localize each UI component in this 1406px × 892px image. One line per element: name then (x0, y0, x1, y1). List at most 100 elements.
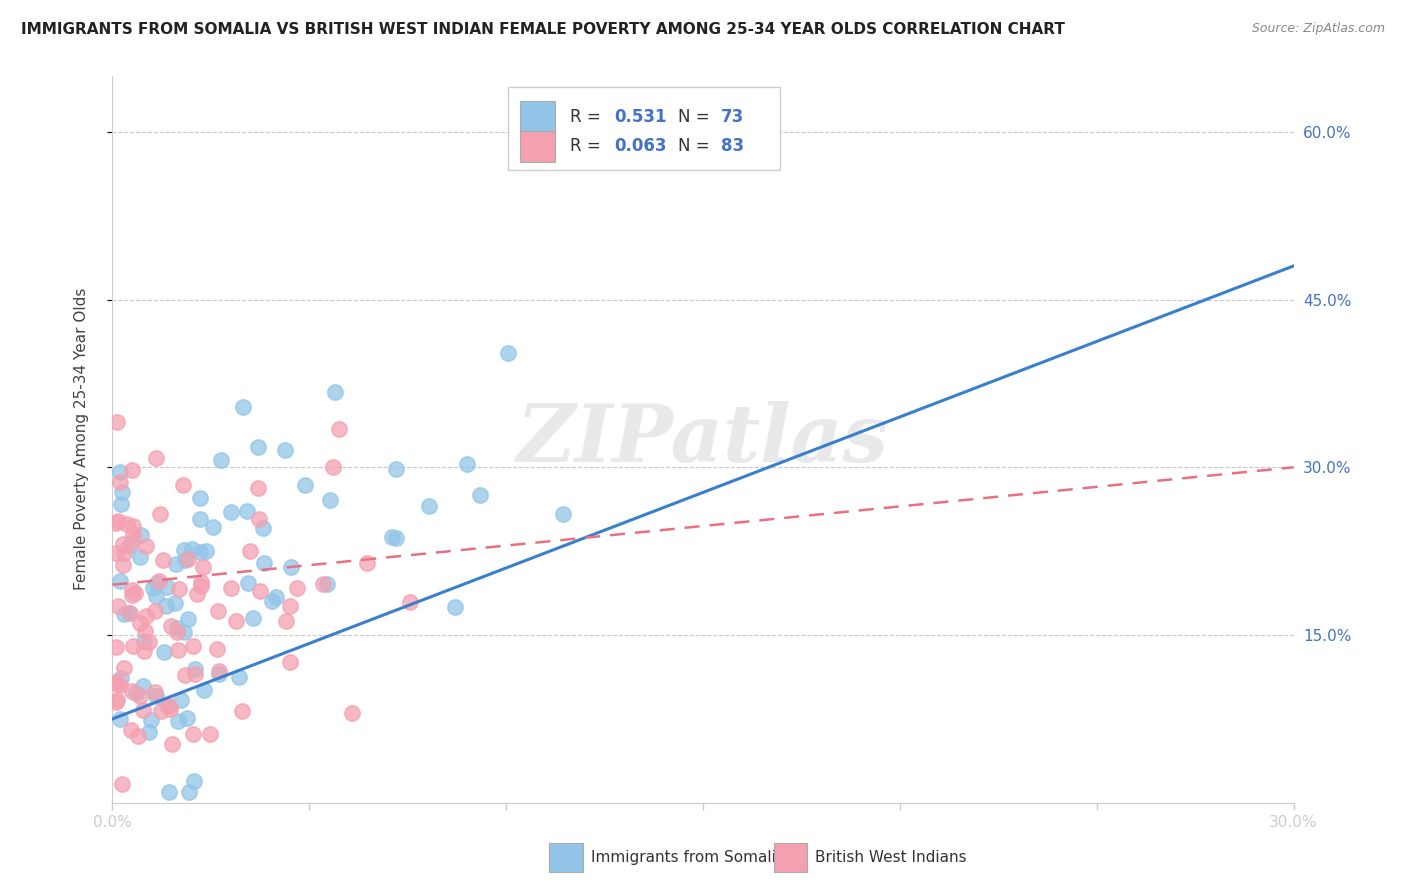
Point (228, 670, 250, 684)
Point (128, 549, 150, 564)
Point (105, 516, 128, 530)
Point (156, 580, 179, 594)
Y-axis label: Female Poverty Among 25-34 Year Olds: Female Poverty Among 25-34 Year Olds (75, 288, 89, 591)
Text: Source: ZipAtlas.com: Source: ZipAtlas.com (1251, 22, 1385, 36)
Point (145, 589, 167, 603)
Point (173, 624, 195, 639)
Bar (773, 843, 807, 871)
Point (190, 575, 212, 590)
Point (183, 666, 205, 681)
Point (110, 671, 132, 685)
Text: N =: N = (678, 137, 716, 155)
Point (172, 478, 194, 492)
Point (198, 726, 221, 740)
Point (107, 514, 129, 528)
Point (242, 611, 264, 625)
Point (118, 539, 141, 553)
Text: 83: 83 (721, 137, 744, 155)
Point (280, 560, 302, 574)
Point (186, 587, 208, 601)
Point (236, 576, 259, 591)
Point (160, 738, 183, 752)
Point (129, 528, 152, 542)
Point (120, 723, 142, 737)
Point (274, 443, 297, 458)
Point (181, 727, 204, 741)
Point (156, 698, 179, 712)
Point (384, 531, 406, 545)
Point (111, 558, 134, 573)
Point (207, 604, 229, 618)
Point (274, 614, 297, 628)
Point (122, 518, 145, 533)
Point (167, 714, 190, 729)
FancyBboxPatch shape (508, 87, 780, 170)
Point (179, 784, 201, 798)
Point (159, 702, 181, 716)
Point (110, 574, 132, 589)
Point (105, 695, 128, 709)
Point (312, 577, 335, 591)
Point (121, 582, 143, 597)
Point (105, 640, 128, 655)
Point (188, 491, 211, 506)
Point (143, 684, 166, 698)
Point (174, 553, 197, 567)
Point (127, 729, 149, 743)
Point (181, 639, 204, 653)
Point (262, 594, 284, 608)
Point (111, 776, 134, 790)
Point (225, 614, 247, 628)
Point (177, 552, 200, 566)
Text: British West Indians: British West Indians (815, 850, 967, 865)
Point (190, 579, 212, 593)
Point (157, 698, 180, 713)
Point (110, 712, 132, 726)
Point (207, 667, 229, 681)
Point (155, 599, 177, 613)
Point (356, 556, 378, 570)
Point (111, 537, 134, 551)
Point (236, 504, 259, 518)
Point (112, 607, 135, 622)
Point (174, 668, 197, 682)
Point (118, 606, 141, 620)
Point (108, 678, 131, 692)
Point (143, 604, 166, 618)
Point (149, 508, 172, 522)
Point (134, 633, 156, 648)
Text: ZIPatlas: ZIPatlas (517, 401, 889, 478)
Point (418, 499, 440, 513)
Point (195, 544, 218, 558)
Point (398, 594, 420, 608)
Point (166, 624, 188, 639)
Point (135, 539, 157, 553)
Point (167, 582, 190, 597)
Point (232, 400, 254, 414)
Point (169, 692, 191, 706)
Point (239, 544, 262, 558)
Point (121, 683, 143, 698)
Point (138, 635, 160, 649)
Point (166, 621, 188, 635)
Point (110, 465, 132, 479)
Text: IMMIGRANTS FROM SOMALIA VS BRITISH WEST INDIAN FEMALE POVERTY AMONG 25-34 YEAR O: IMMIGRANTS FROM SOMALIA VS BRITISH WEST … (21, 22, 1064, 37)
Point (112, 661, 135, 675)
Point (165, 558, 187, 572)
Point (129, 689, 152, 703)
Point (183, 774, 205, 789)
Point (111, 484, 134, 499)
Point (117, 516, 139, 531)
Point (444, 600, 467, 615)
Point (193, 560, 215, 574)
Point (177, 612, 200, 626)
Point (316, 576, 339, 591)
Point (322, 459, 344, 474)
Text: 0.063: 0.063 (614, 137, 666, 155)
Point (110, 497, 132, 511)
Point (107, 599, 129, 614)
Point (252, 521, 274, 535)
Point (125, 686, 148, 700)
Point (142, 581, 165, 595)
Point (135, 608, 157, 623)
